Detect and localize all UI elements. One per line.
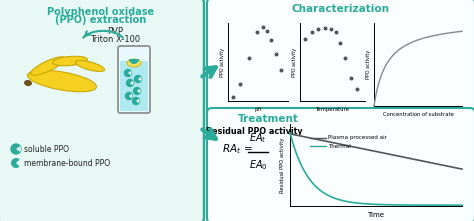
Point xyxy=(263,29,271,32)
Text: PPO activity: PPO activity xyxy=(366,50,372,79)
Circle shape xyxy=(127,80,134,86)
Point xyxy=(321,27,328,30)
Text: (PPO) extraction: (PPO) extraction xyxy=(55,15,146,25)
FancyBboxPatch shape xyxy=(207,0,474,115)
Text: PPO activity: PPO activity xyxy=(292,48,298,76)
Circle shape xyxy=(125,69,131,76)
Point xyxy=(347,76,355,79)
FancyBboxPatch shape xyxy=(0,0,204,221)
Point xyxy=(253,30,261,34)
Wedge shape xyxy=(136,99,139,103)
FancyBboxPatch shape xyxy=(120,61,148,111)
FancyBboxPatch shape xyxy=(118,46,150,113)
Circle shape xyxy=(11,144,21,154)
Wedge shape xyxy=(138,77,142,81)
Point xyxy=(308,30,316,34)
Text: soluble PPO: soluble PPO xyxy=(24,145,69,154)
Circle shape xyxy=(126,93,133,99)
Text: Triton X-100: Triton X-100 xyxy=(90,35,140,44)
Point xyxy=(229,95,237,99)
Text: Plasma processed air: Plasma processed air xyxy=(328,135,387,140)
FancyBboxPatch shape xyxy=(207,108,474,221)
Text: $EA_0$: $EA_0$ xyxy=(249,158,267,172)
Wedge shape xyxy=(16,146,21,152)
Text: Temperature: Temperature xyxy=(316,107,349,112)
Text: Thermal: Thermal xyxy=(328,144,351,149)
Wedge shape xyxy=(130,81,134,85)
Text: $RA_t\, =$: $RA_t\, =$ xyxy=(222,142,253,156)
Wedge shape xyxy=(129,94,133,98)
Text: Characterization: Characterization xyxy=(292,4,390,14)
Wedge shape xyxy=(129,59,139,64)
Point xyxy=(328,27,335,31)
Point xyxy=(314,27,322,31)
Point xyxy=(337,41,344,44)
Text: $EA_t$: $EA_t$ xyxy=(249,131,267,145)
Ellipse shape xyxy=(127,59,141,67)
Point xyxy=(342,56,349,60)
Text: PVP: PVP xyxy=(107,27,123,36)
Wedge shape xyxy=(11,158,19,168)
Point xyxy=(267,38,275,42)
Text: PPO activity: PPO activity xyxy=(220,48,226,76)
Point xyxy=(236,82,244,86)
Text: Polyphenol oxidase: Polyphenol oxidase xyxy=(47,7,155,17)
Text: Concentration of substrate: Concentration of substrate xyxy=(383,112,454,117)
Text: Time: Time xyxy=(367,212,384,218)
Ellipse shape xyxy=(75,61,105,71)
Ellipse shape xyxy=(27,70,97,92)
Circle shape xyxy=(135,76,142,82)
Text: pH: pH xyxy=(255,107,262,112)
Ellipse shape xyxy=(31,57,65,75)
Point xyxy=(301,37,309,40)
Wedge shape xyxy=(128,71,131,75)
Wedge shape xyxy=(137,89,140,93)
Ellipse shape xyxy=(25,80,31,86)
Point xyxy=(332,30,339,34)
Point xyxy=(245,56,253,60)
Point xyxy=(277,68,284,72)
Text: Residual PPO activity: Residual PPO activity xyxy=(206,127,302,136)
Point xyxy=(272,52,280,56)
Ellipse shape xyxy=(53,56,87,66)
Point xyxy=(354,88,361,91)
Circle shape xyxy=(133,97,139,105)
Point xyxy=(259,25,266,29)
Text: Treatment: Treatment xyxy=(237,114,299,124)
Text: membrane-bound PPO: membrane-bound PPO xyxy=(24,158,110,168)
Circle shape xyxy=(134,88,140,95)
Text: Residual PPO activity: Residual PPO activity xyxy=(281,137,285,193)
